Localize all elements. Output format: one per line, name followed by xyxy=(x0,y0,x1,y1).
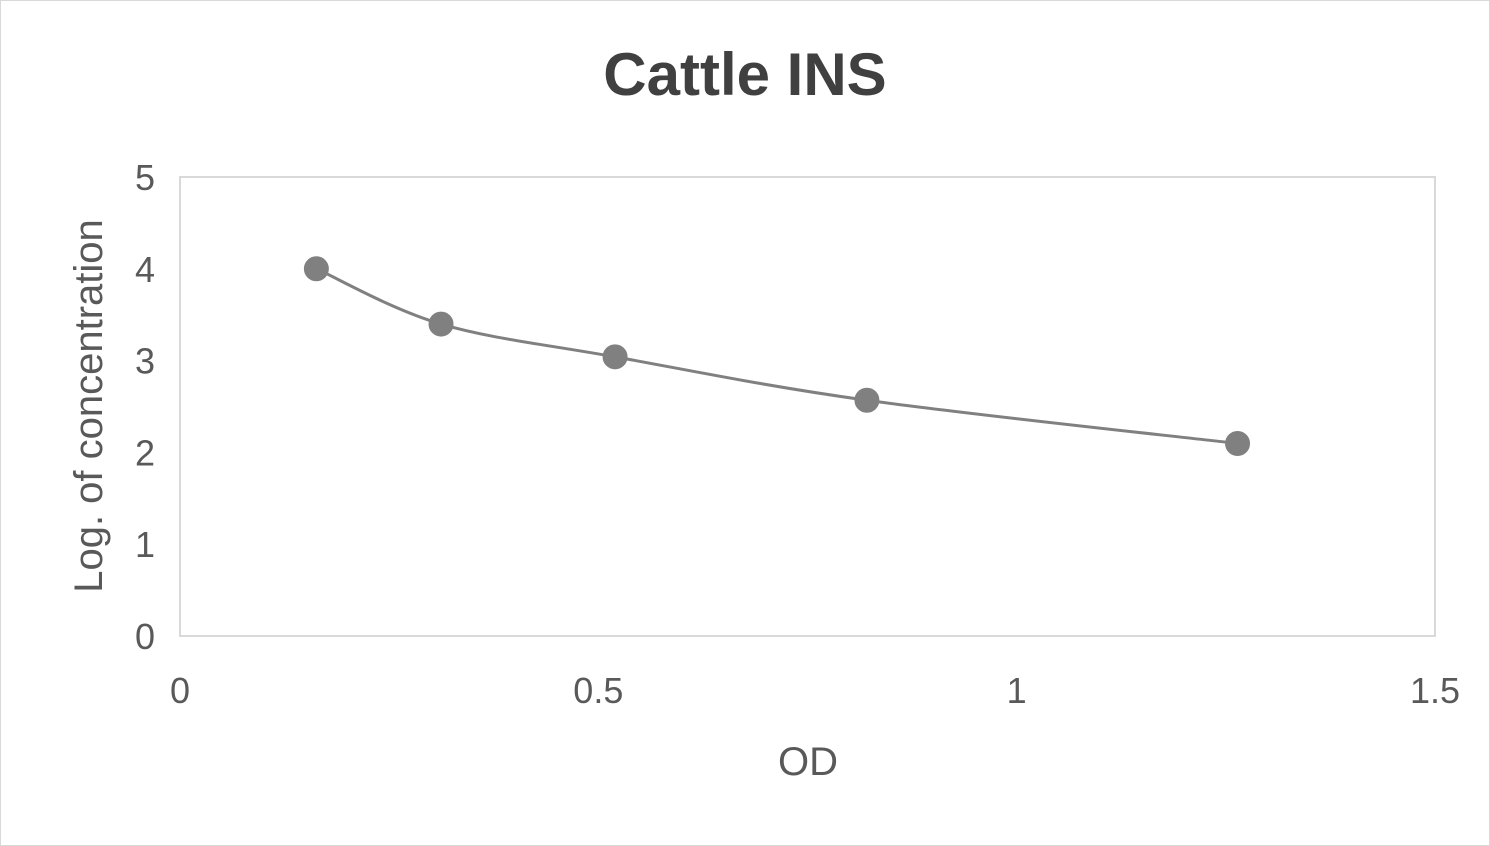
y-tick-label: 0 xyxy=(135,616,155,657)
chart-title: Cattle INS xyxy=(603,41,886,108)
data-point xyxy=(303,256,329,282)
y-tick-label: 5 xyxy=(135,157,155,198)
plot-area xyxy=(179,176,1436,637)
x-tick-label: 0 xyxy=(170,670,190,711)
data-point xyxy=(1225,430,1251,456)
x-axis-title: OD xyxy=(778,740,838,784)
y-axis-title: Log. of concentration xyxy=(67,219,111,593)
x-tick-label: 1.5 xyxy=(1410,670,1460,711)
data-point xyxy=(602,344,628,370)
series-line xyxy=(315,267,1238,445)
x-tick-label: 0.5 xyxy=(573,670,623,711)
x-tick-labels: 0 0.5 1 1.5 xyxy=(170,670,1460,711)
data-point xyxy=(854,387,880,413)
y-tick-label: 1 xyxy=(135,524,155,565)
y-tick-label: 4 xyxy=(135,249,155,290)
y-tick-label: 3 xyxy=(135,341,155,382)
y-tick-labels: 0 1 2 3 4 5 xyxy=(135,157,155,657)
data-point xyxy=(428,311,454,337)
x-tick-label: 1 xyxy=(1007,670,1027,711)
y-tick-label: 2 xyxy=(135,432,155,473)
series-layer xyxy=(303,256,1251,456)
